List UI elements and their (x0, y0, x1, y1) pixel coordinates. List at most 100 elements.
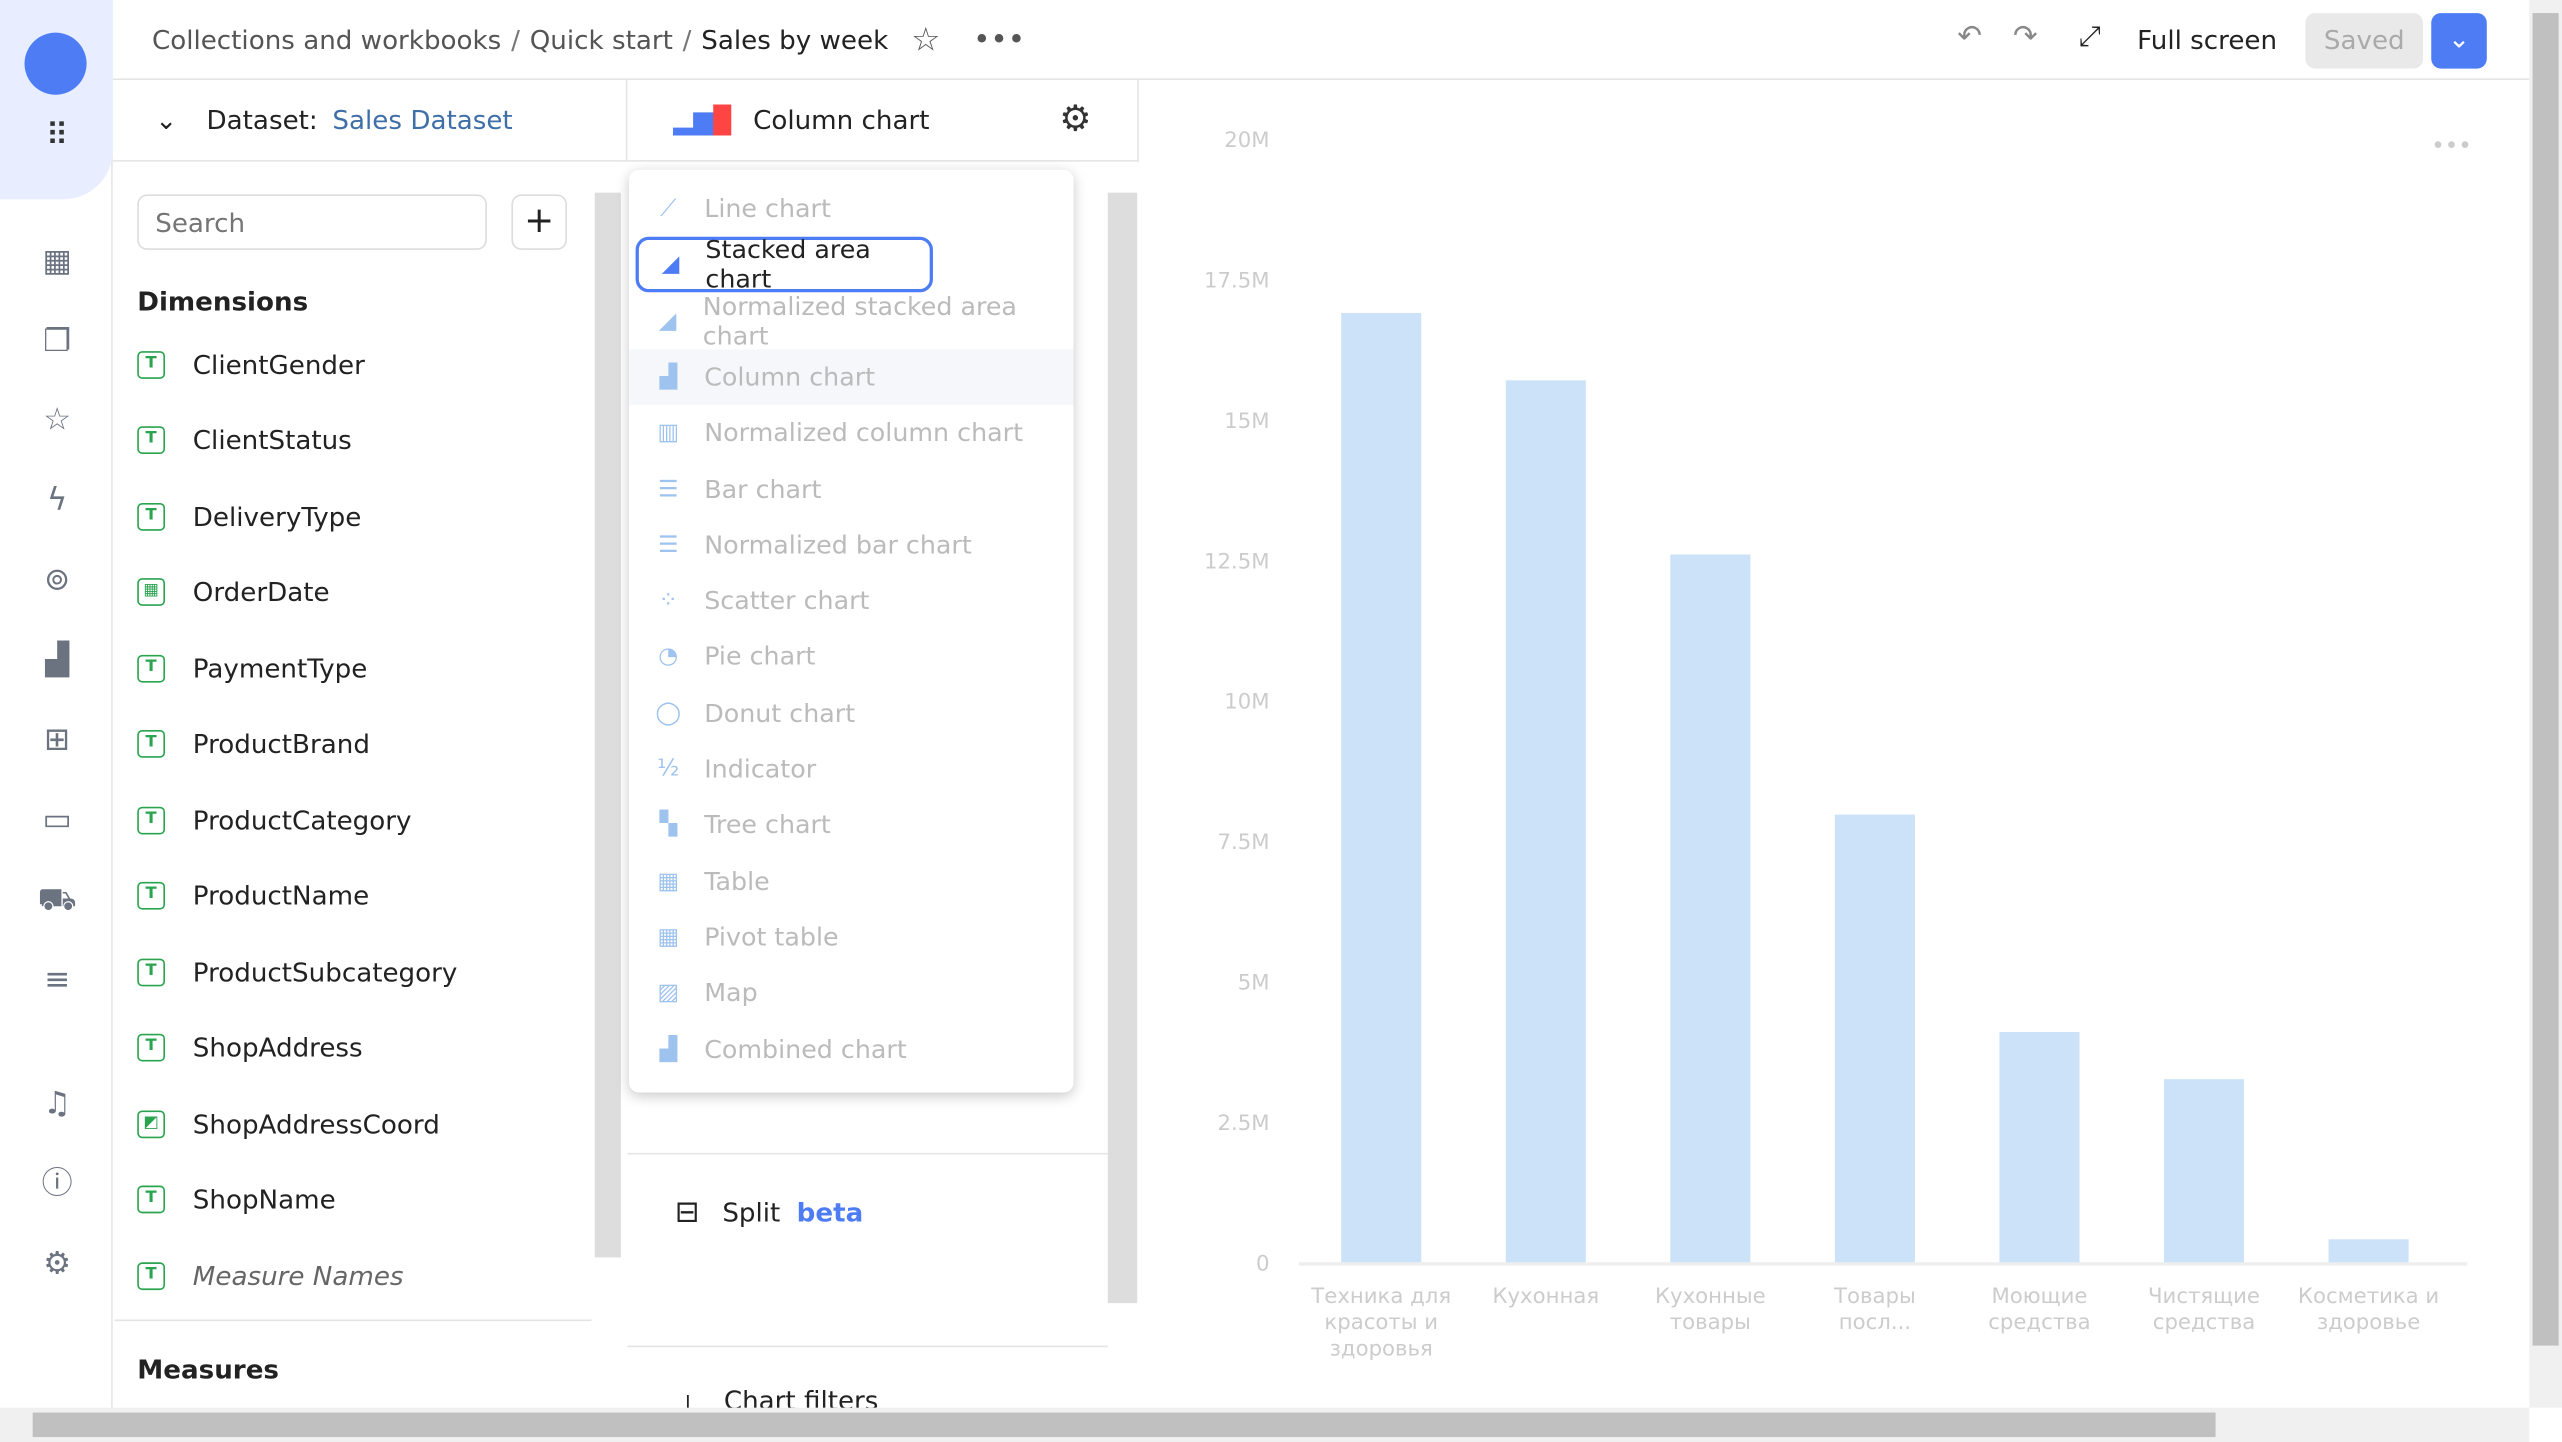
x-tick-label: Кухонные товары (1655, 1284, 1766, 1335)
breadcrumb-current: Sales by week (701, 23, 889, 55)
dimension-field[interactable]: T Measure Names (137, 1256, 404, 1295)
chart-type-icon: ◔ (658, 644, 679, 671)
split-section[interactable]: ⊟ Split beta (675, 1195, 863, 1229)
collections-icon[interactable]: ❐ (43, 323, 72, 360)
dimension-field[interactable]: T ClientStatus (137, 420, 352, 459)
chart-type-option[interactable]: ▚ Tree chart (629, 797, 1073, 853)
help-icon[interactable]: ⓘ (41, 1165, 73, 1202)
horizontal-scrollbar-thumb[interactable] (32, 1412, 2216, 1438)
lightning-icon[interactable]: ϟ (46, 481, 68, 518)
field-label: ProductName (192, 879, 370, 911)
chart-type-option[interactable]: ◢ Normalized stacked area chart (629, 292, 1073, 351)
dimension-field[interactable]: T ProductBrand (137, 723, 370, 762)
sections-scrollbar[interactable] (1107, 192, 1138, 1304)
sliders-icon[interactable]: ≡ (44, 961, 71, 998)
breadcrumb-quick-start[interactable]: Quick start (529, 23, 673, 55)
favorite-star-icon[interactable]: ☆ (911, 19, 941, 59)
chart-type-option[interactable]: ◢ Stacked area chart (635, 236, 933, 294)
chart-type-option[interactable]: ◔ Pie chart (629, 629, 1073, 685)
field-label: PaymentType (192, 652, 368, 684)
option-label: Normalized bar chart (704, 530, 972, 560)
column-chart-icon: ▂▆▉ (673, 104, 734, 136)
option-label: Normalized column chart (704, 418, 1024, 448)
chart-type-option[interactable]: ▦ Pivot table (629, 909, 1073, 965)
dimension-field[interactable]: T ShopName (137, 1179, 336, 1218)
saved-button[interactable]: Saved (2305, 13, 2424, 69)
chart-type-option[interactable]: ⟋ Line chart (629, 181, 1073, 237)
connections-icon[interactable]: ⊚ (44, 561, 71, 598)
save-options-chevron-icon[interactable]: ⌄ (2431, 13, 2487, 69)
table-icon[interactable]: ⊞ (44, 721, 71, 758)
chart-type-icon: ▨ (657, 980, 680, 1007)
x-tick-label: Кухонная (1492, 1284, 1599, 1309)
star-icon[interactable]: ☆ (43, 401, 72, 438)
beta-badge: beta (796, 1196, 864, 1229)
field-label: OrderDate (192, 575, 330, 607)
dashboard-icon[interactable]: ▦ (42, 243, 72, 280)
dimension-field[interactable]: T ProductName (137, 875, 369, 914)
fullscreen-button[interactable]: Full screen (2137, 24, 2278, 56)
chart-type-option[interactable]: ▦ Table (629, 853, 1073, 909)
field-label: ProductBrand (192, 727, 370, 759)
vertical-scrollbar[interactable] (2529, 0, 2562, 1408)
more-icon[interactable]: ••• (973, 22, 1026, 57)
chart-type-option[interactable]: ▥ Normalized column chart (629, 405, 1073, 461)
dimension-field[interactable]: T ProductCategory (137, 800, 411, 839)
chart-type-icon: ☰ (658, 476, 679, 503)
text-field-icon: T (137, 350, 166, 379)
breadcrumb-collections[interactable]: Collections and workbooks (151, 23, 502, 55)
bell-icon[interactable]: ♫ (43, 1085, 72, 1122)
dimension-field[interactable]: ▦ OrderDate (137, 572, 330, 611)
dimension-field[interactable]: ◩ ShopAddressCoord (137, 1104, 440, 1143)
y-tick-label: 7.5M (1217, 830, 1269, 855)
redo-icon[interactable]: ↷ (2012, 19, 2038, 54)
chart-type-option[interactable]: ▟ Column chart (629, 349, 1074, 405)
dataset-name[interactable]: Sales Dataset (332, 104, 513, 136)
add-field-button[interactable]: + (511, 194, 567, 250)
text-field-icon: T (137, 425, 166, 454)
cart-icon[interactable]: ⛟ (37, 881, 77, 918)
chart-type-option[interactable]: ☰ Normalized bar chart (629, 517, 1073, 573)
fields-scrollbar[interactable] (594, 192, 621, 1258)
search-input[interactable] (137, 194, 487, 250)
chart-type-option[interactable]: ▟ Combined chart (629, 1021, 1073, 1077)
x-tick-label: Моющие средства (1988, 1284, 2090, 1335)
chevron-down-icon[interactable]: ⌄ (155, 104, 178, 136)
vertical-scrollbar-thumb[interactable] (2532, 13, 2559, 1346)
folder-icon[interactable]: ▭ (42, 801, 72, 838)
x-tick-label: Техника для красоты и здоровья (1310, 1284, 1451, 1361)
chart-type-icon: ◢ (658, 307, 677, 335)
field-label: ShopAddress (192, 1031, 363, 1063)
chart-type-option[interactable]: ½ Indicator (629, 741, 1073, 797)
chart-menu-icon[interactable]: ••• (2431, 133, 2472, 161)
gear-icon[interactable]: ⚙ (1059, 99, 1092, 141)
y-tick-label: 15M (1224, 409, 1269, 434)
chart-type-icon: ⁘ (658, 588, 678, 615)
horizontal-scrollbar[interactable] (0, 1407, 2530, 1442)
chart-type-option[interactable]: ▨ Map (629, 965, 1073, 1021)
fullscreen-icon[interactable]: ⤢ (2078, 21, 2101, 54)
dimension-field[interactable]: T PaymentType (137, 648, 367, 687)
dimension-field[interactable]: T ShopAddress (137, 1027, 363, 1066)
top-bar: Collections and workbooks / Quick start / … (112, 0, 2530, 81)
chart-type-icon: ▟ (659, 363, 678, 391)
text-field-icon: T (137, 502, 166, 530)
chart-type-option[interactable]: ☰ Bar chart (629, 461, 1073, 517)
dimension-field[interactable]: T DeliveryType (137, 496, 361, 535)
chart-icon[interactable]: ▟ (45, 641, 70, 678)
dimension-field[interactable]: T ClientGender (137, 345, 365, 384)
dimension-field[interactable]: T ProductSubcategory (137, 952, 457, 991)
chart-type-option[interactable]: ◯ Donut chart (629, 685, 1073, 741)
chart-type-icon: ▥ (657, 419, 680, 447)
chart-type-option[interactable]: ⁘ Scatter chart (629, 573, 1073, 629)
divider (114, 1319, 592, 1322)
chart-type-selector[interactable]: ▂▆▉ Column chart ⚙ (625, 80, 1139, 162)
y-tick-label: 12.5M (1204, 549, 1270, 574)
settings-icon[interactable]: ⚙ (43, 1245, 72, 1282)
field-label: ShopName (192, 1183, 336, 1215)
dataset-header[interactable]: ⌄ Dataset: Sales Dataset (112, 80, 626, 162)
undo-icon[interactable]: ↶ (1957, 19, 1983, 54)
logo-icon[interactable] (24, 32, 87, 95)
apps-grid-icon[interactable]: ⠿ (45, 117, 69, 154)
bar (1999, 1031, 2080, 1263)
